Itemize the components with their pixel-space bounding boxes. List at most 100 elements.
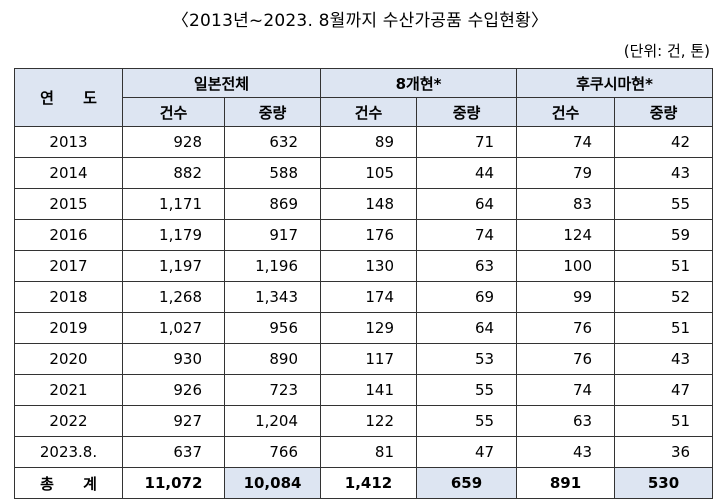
weight-cell: 74 [416, 219, 518, 251]
count-cell: 176 [320, 219, 418, 251]
weight-cell: 869 [223, 188, 322, 220]
count-cell: 99 [516, 281, 616, 313]
weight-cell: 588 [223, 157, 322, 189]
group-header-japan: 일본전체 [121, 68, 322, 98]
weight-cell: 55 [416, 405, 518, 437]
year-header: 연 도 [14, 68, 123, 127]
count-cell: 122 [320, 405, 418, 437]
table-title: 〈2013년~2023. 8월까지 수산가공품 수입현황〉 [171, 11, 549, 31]
weight-cell: 917 [223, 219, 322, 251]
count-cell: 1,268 [122, 281, 225, 313]
weight-cell: 766 [223, 436, 322, 468]
sub-header-count: 건수 [122, 97, 225, 127]
count-cell: 76 [516, 312, 616, 344]
year-cell: 2014 [14, 157, 123, 189]
table-row: 2017 1,197 1,196 130 63 100 51 [14, 250, 714, 282]
count-cell: 930 [122, 343, 225, 375]
weight-cell: 1,343 [223, 281, 322, 313]
count-cell: 1,171 [122, 188, 225, 220]
sub-header-weight: 중량 [416, 97, 518, 127]
count-cell: 928 [122, 126, 225, 158]
count-cell: 105 [320, 157, 418, 189]
year-cell: 2018 [14, 281, 123, 313]
sub-header-count: 건수 [320, 97, 418, 127]
count-cell: 174 [320, 281, 418, 313]
weight-cell: 51 [614, 312, 714, 344]
import-stats-table: 연 도 일본전체 8개현* 후쿠시마현* 건수 중량 건수 중량 건수 중량 2… [14, 68, 714, 499]
table-row: 2019 1,027 956 129 64 76 51 [14, 312, 714, 344]
table-row: 2013 928 632 89 71 74 42 [14, 126, 714, 158]
count-cell: 74 [516, 126, 616, 158]
total-weight-cell: 10,084 [223, 467, 322, 499]
count-cell: 1,027 [122, 312, 225, 344]
count-cell: 927 [122, 405, 225, 437]
count-cell: 1,179 [122, 219, 225, 251]
table-row: 2014 882 588 105 44 79 43 [14, 157, 714, 189]
weight-cell: 47 [416, 436, 518, 468]
year-cell: 2013 [14, 126, 123, 158]
total-row: 총 계 11,072 10,084 1,412 659 891 530 [14, 467, 714, 499]
sub-header-weight: 중량 [223, 97, 322, 127]
weight-cell: 51 [614, 250, 714, 282]
table-row: 2022 927 1,204 122 55 63 51 [14, 405, 714, 437]
count-cell: 117 [320, 343, 418, 375]
weight-cell: 632 [223, 126, 322, 158]
table-row: 2015 1,171 869 148 64 83 55 [14, 188, 714, 220]
count-cell: 124 [516, 219, 616, 251]
weight-cell: 52 [614, 281, 714, 313]
table-row: 2023.8. 637 766 81 47 43 36 [14, 436, 714, 468]
year-cell: 2023.8. [14, 436, 123, 468]
weight-cell: 1,196 [223, 250, 322, 282]
count-cell: 74 [516, 374, 616, 406]
total-count-cell: 11,072 [122, 467, 225, 499]
weight-cell: 55 [416, 374, 518, 406]
year-cell: 2017 [14, 250, 123, 282]
weight-cell: 47 [614, 374, 714, 406]
weight-cell: 42 [614, 126, 714, 158]
year-cell: 2020 [14, 343, 123, 375]
weight-cell: 55 [614, 188, 714, 220]
count-cell: 89 [320, 126, 418, 158]
weight-cell: 69 [416, 281, 518, 313]
count-cell: 926 [122, 374, 225, 406]
weight-cell: 36 [614, 436, 714, 468]
weight-cell: 53 [416, 343, 518, 375]
total-count-cell: 1,412 [320, 467, 418, 499]
count-cell: 1,197 [122, 250, 225, 282]
count-cell: 148 [320, 188, 418, 220]
weight-cell: 723 [223, 374, 322, 406]
weight-cell: 59 [614, 219, 714, 251]
total-weight-cell: 530 [614, 467, 714, 499]
count-cell: 43 [516, 436, 616, 468]
year-cell: 2015 [14, 188, 123, 220]
weight-cell: 64 [416, 312, 518, 344]
count-cell: 637 [122, 436, 225, 468]
weight-cell: 956 [223, 312, 322, 344]
count-cell: 63 [516, 405, 616, 437]
weight-cell: 51 [614, 405, 714, 437]
count-cell: 882 [122, 157, 225, 189]
year-cell: 2016 [14, 219, 123, 251]
table-row: 2021 926 723 141 55 74 47 [14, 374, 714, 406]
group-header-8-prefectures: 8개현* [320, 68, 518, 98]
count-cell: 83 [516, 188, 616, 220]
table-body: 2013 928 632 89 71 74 42 2014 882 588 105 44 79 43 201… [14, 126, 714, 499]
count-cell: 130 [320, 250, 418, 282]
table-row: 2016 1,179 917 176 74 124 59 [14, 219, 714, 251]
total-label: 총 계 [14, 467, 123, 499]
sub-header-count: 건수 [516, 97, 616, 127]
sub-header-weight: 중량 [614, 97, 714, 127]
table-row: 2018 1,268 1,343 174 69 99 52 [14, 281, 714, 313]
weight-cell: 44 [416, 157, 518, 189]
total-weight-cell: 659 [416, 467, 518, 499]
count-cell: 81 [320, 436, 418, 468]
year-cell: 2019 [14, 312, 123, 344]
weight-cell: 43 [614, 157, 714, 189]
weight-cell: 890 [223, 343, 322, 375]
table-row: 2020 930 890 117 53 76 43 [14, 343, 714, 375]
count-cell: 76 [516, 343, 616, 375]
year-cell: 2022 [14, 405, 123, 437]
weight-cell: 64 [416, 188, 518, 220]
count-cell: 100 [516, 250, 616, 282]
weight-cell: 1,204 [223, 405, 322, 437]
